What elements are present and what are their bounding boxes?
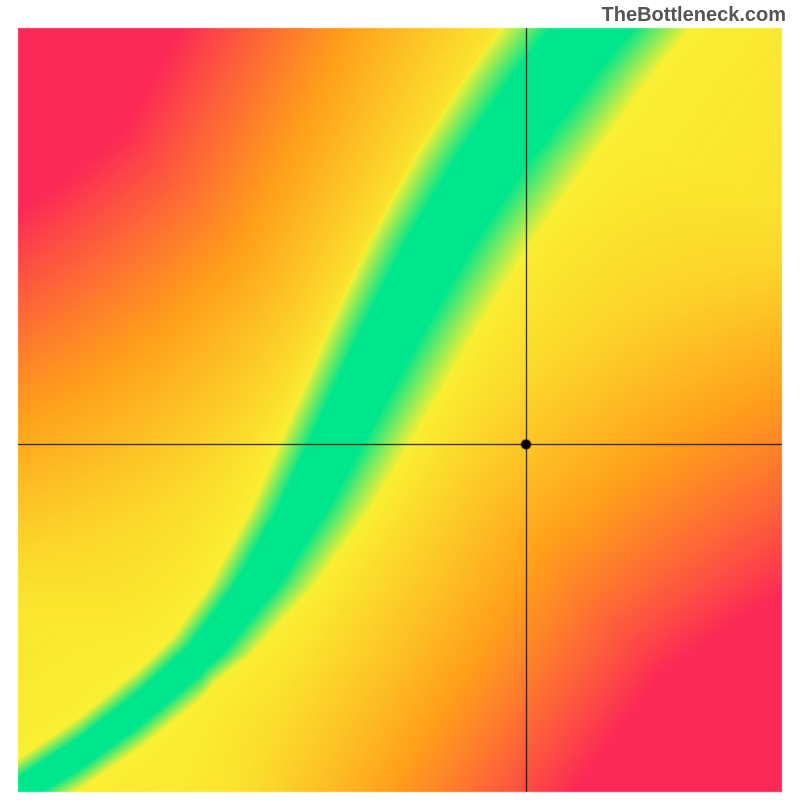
- watermark-text: TheBottleneck.com: [602, 4, 786, 27]
- heatmap-canvas: [0, 0, 800, 800]
- chart-container: TheBottleneck.com: [0, 0, 800, 800]
